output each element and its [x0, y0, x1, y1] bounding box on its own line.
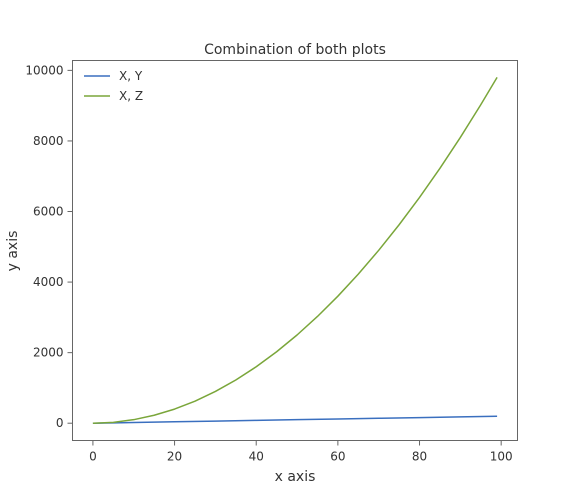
- x-tick-label: 20: [167, 450, 182, 464]
- y-tick-label: 8000: [33, 134, 64, 148]
- x-tick-label: 80: [412, 450, 427, 464]
- y-tick-label: 6000: [33, 205, 64, 219]
- x-tick-label: 100: [490, 450, 513, 464]
- series-line-1: [92, 415, 498, 424]
- x-tick-label: 40: [249, 450, 264, 464]
- legend-label-1: X, Y: [119, 69, 143, 83]
- y-tick-label: 10000: [25, 63, 63, 77]
- x-axis-label: x axis: [275, 469, 316, 485]
- x-tick-label: 0: [89, 450, 97, 464]
- y-axis-label: y axis: [5, 231, 21, 272]
- legend: X, Y X, Z: [84, 69, 143, 103]
- series-layer: [92, 77, 498, 424]
- y-tick-label: 4000: [33, 275, 64, 289]
- y-tick-label: 2000: [33, 346, 64, 360]
- plot-frame: [72, 60, 518, 441]
- y-tick-label: 0: [56, 416, 64, 430]
- legend-label-2: X, Z: [119, 89, 143, 103]
- chart-title: Combination of both plots: [204, 42, 386, 58]
- ticks-layer: 0 20 40 60 80 100 0 2000 4000 6000 8000 10000: [25, 63, 512, 463]
- series-line-2: [92, 77, 498, 424]
- x-tick-label: 60: [330, 450, 345, 464]
